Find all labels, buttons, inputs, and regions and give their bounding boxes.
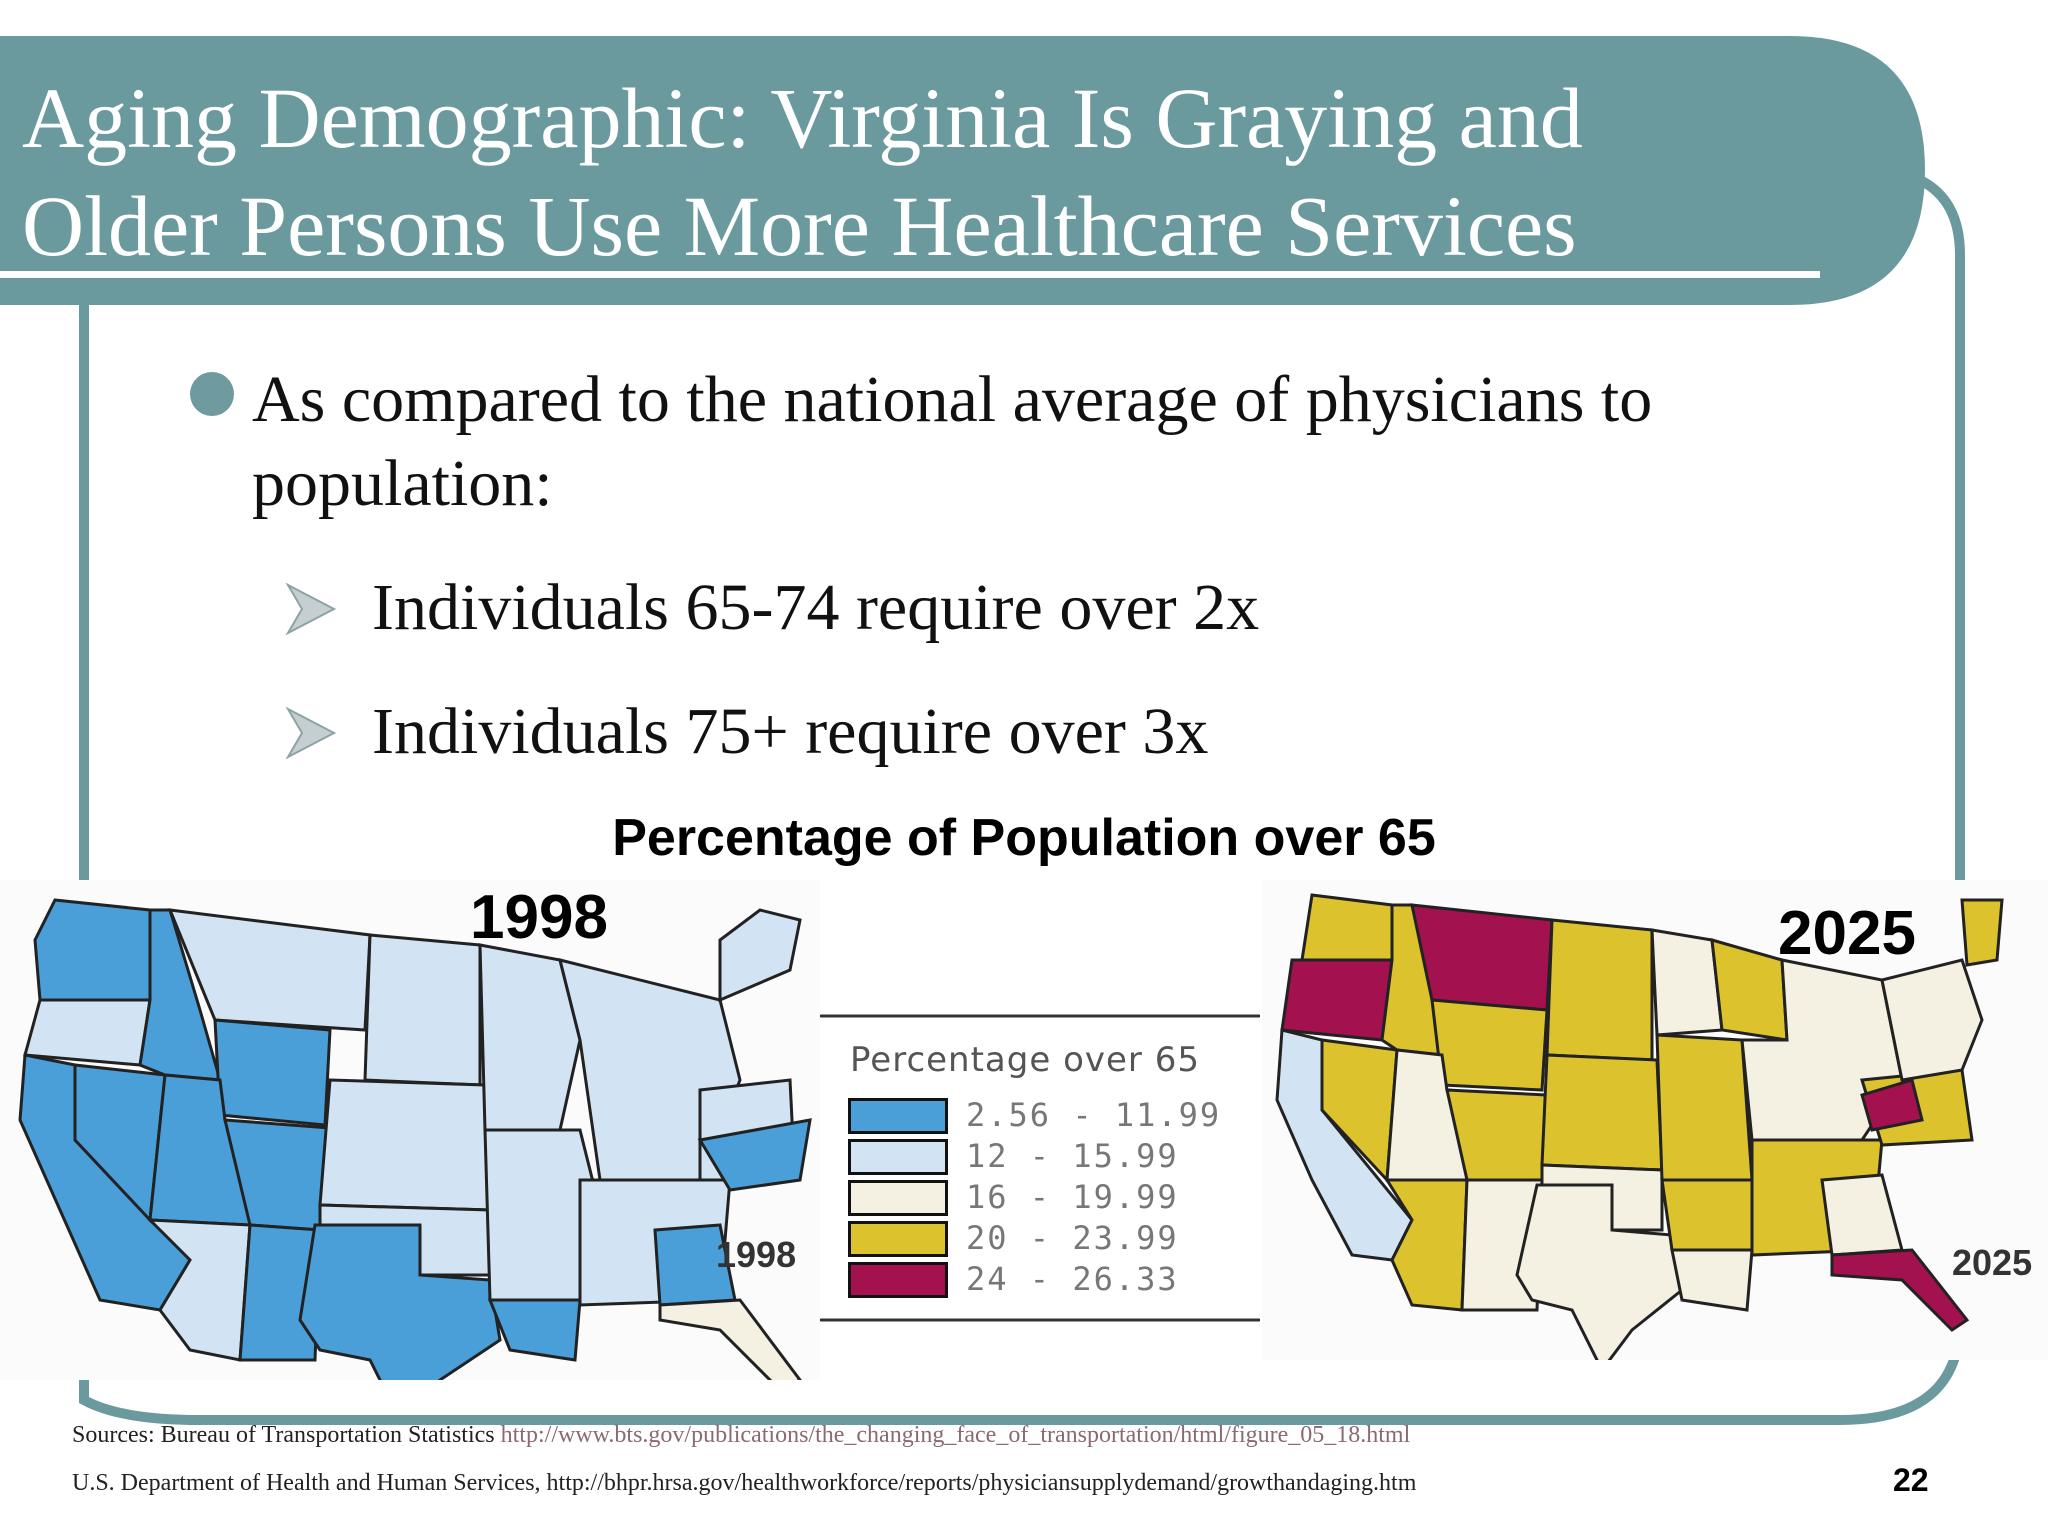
map-caption-2025: 2025 [1952, 1242, 2033, 1283]
map-region-florida [658, 1298, 802, 1380]
legend-label: 2.56 - 11.99 [966, 1096, 1222, 1134]
legend-label: 12 - 15.99 [966, 1137, 1179, 1175]
us-map-2025 [1262, 880, 2048, 1360]
legend-label: 24 - 26.33 [966, 1260, 1179, 1298]
main-bullet-text: As compared to the national average of p… [252, 363, 1653, 520]
legend-swatch [848, 1262, 948, 1298]
legend-rules [820, 1014, 1260, 1322]
legend-label: 16 - 19.99 [966, 1178, 1179, 1216]
map-region-nebraska-kansas [1540, 1053, 1664, 1172]
us-map-1998 [0, 880, 820, 1380]
map-region-montana [1410, 903, 1554, 1012]
map-region-new-mexico [238, 1223, 322, 1362]
legend-swatch [848, 1221, 948, 1257]
map-region-wyoming [1430, 998, 1549, 1092]
figure-title: Percentage of Population over 65 [612, 809, 1436, 867]
map-region-florida [1830, 1248, 1970, 1332]
source-line-2: U.S. Department of Health and Human Serv… [72, 1470, 1417, 1496]
map-caption-1998: 1998 [716, 1234, 797, 1275]
map-region-arkansas [1660, 1178, 1754, 1252]
map-region-dakotas [363, 933, 482, 1087]
map-region-oregon [1280, 958, 1394, 1042]
arrowhead-bullet-icon [285, 583, 337, 635]
slide-title-line-1: Aging Demographic: Virginia Is Graying a… [22, 70, 1583, 166]
sub-bullet-1: Individuals 65-74 require over 2x [282, 568, 1259, 648]
map-legend: Percentage over 65 2.56 - 11.99 12 - 15.… [820, 1012, 1260, 1324]
year-label-1998: 1998 [470, 883, 608, 952]
page-number: 22 [1893, 1462, 1929, 1498]
sub-bullet-2: Individuals 75+ require over 3x [282, 692, 1208, 772]
map-region-louisiana [1670, 1248, 1754, 1312]
map-region-iowa-missouri [1655, 1033, 1754, 1182]
source-line-1: Sources: Bureau of Transportation Statis… [72, 1422, 1410, 1449]
bullet-dot-icon [190, 372, 234, 416]
title-banner [0, 36, 1925, 305]
map-region-louisiana [487, 1298, 582, 1362]
map-region-montana [167, 908, 372, 1032]
legend-item: 20 - 23.99 [848, 1219, 1248, 1257]
map-region-maine [1960, 898, 2004, 967]
legend-label: 20 - 23.99 [966, 1219, 1179, 1257]
map-region-texas [298, 1223, 502, 1380]
map-region-virginia [697, 1118, 812, 1192]
legend-item: 2.56 - 11.99 [848, 1096, 1248, 1134]
map-region-washington [1300, 893, 1394, 962]
legend-item: 12 - 15.99 [848, 1137, 1248, 1175]
year-label-2025: 2025 [1778, 899, 1916, 968]
map-region-pacific-nw [33, 898, 152, 1002]
content-border [79, 175, 1965, 1425]
map-region-minnesota-iowa [478, 943, 582, 1132]
map-region-nebraska-kansas [318, 1078, 492, 1212]
source-1-link[interactable]: http://www.bts.gov/publications/the_chan… [500, 1422, 1411, 1448]
map-region-northeast [718, 908, 802, 1003]
legend-swatch [848, 1098, 948, 1134]
sub-bullet-1-text: Individuals 65-74 require over 2x [372, 571, 1260, 644]
map-region-dakotas [1545, 918, 1654, 1062]
arrowhead-bullet-icon [285, 707, 337, 759]
legend-swatch [848, 1180, 948, 1216]
map-region-northeast [1880, 958, 1984, 1082]
source-1-prefix: Sources: Bureau of Transportation Statis… [72, 1422, 501, 1448]
legend-item: 24 - 26.33 [848, 1260, 1248, 1298]
title-underline [0, 271, 1820, 278]
map-region-oregon [23, 998, 152, 1067]
map-region-west-virginia [1860, 1078, 1924, 1132]
map-region-texas [1515, 1183, 1684, 1360]
slide-title-line-2: Older Persons Use More Healthcare Servic… [22, 178, 1577, 274]
sub-bullet-2-text: Individuals 75+ require over 3x [372, 695, 1209, 768]
map-region-wyoming [213, 1018, 332, 1127]
legend-swatch [848, 1139, 948, 1175]
legend-item: 16 - 19.99 [848, 1178, 1248, 1216]
legend-title: Percentage over 65 [850, 1040, 1200, 1080]
